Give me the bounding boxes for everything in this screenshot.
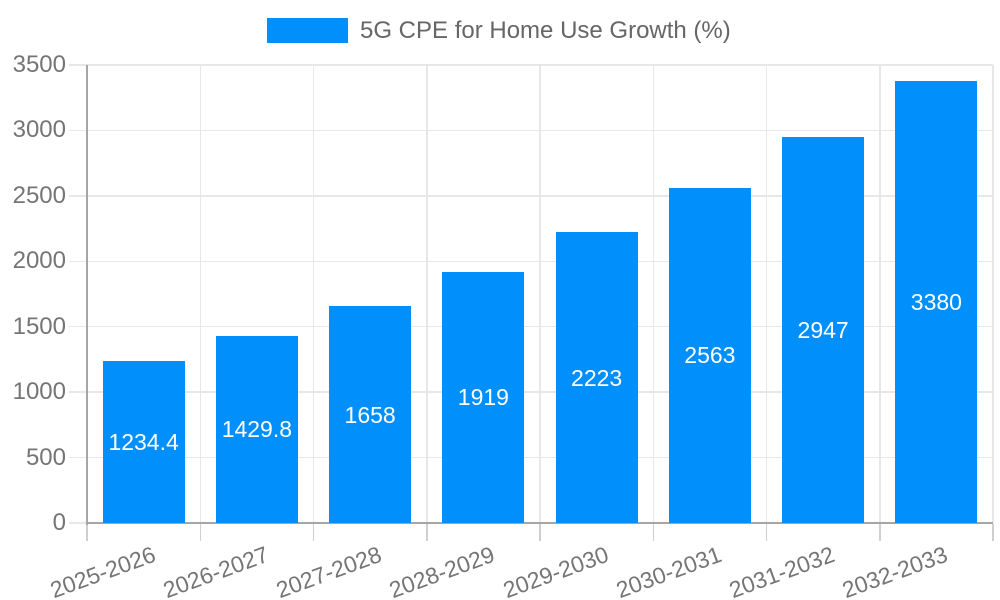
y-axis-tick xyxy=(69,129,87,132)
y-axis-tick xyxy=(69,195,87,197)
x-axis-tick xyxy=(539,524,541,541)
x-axis-label: 2026-2027 xyxy=(159,541,272,600)
x-gridline xyxy=(879,65,881,523)
x-gridline xyxy=(312,65,315,523)
x-gridline xyxy=(539,65,541,523)
bar-value-label: 1429.8 xyxy=(221,416,293,443)
x-axis-label: 2028-2029 xyxy=(386,541,499,600)
bar[interactable]: 1658 xyxy=(329,306,412,523)
y-axis-tick xyxy=(69,64,87,66)
y-axis-label: 1500 xyxy=(12,312,66,340)
bar[interactable]: 1429.8 xyxy=(215,335,298,523)
bar[interactable]: 2563 xyxy=(668,187,751,523)
x-axis-tick xyxy=(992,524,994,541)
y-axis-tick xyxy=(69,260,87,263)
y-axis-label: 0 xyxy=(52,509,66,536)
bar-value-label: 1658 xyxy=(344,401,396,428)
x-axis-line xyxy=(87,522,993,524)
x-axis-label: 2027-2028 xyxy=(272,541,386,600)
y-axis-tick xyxy=(69,325,87,328)
x-axis-tick xyxy=(879,524,881,541)
bar[interactable]: 2947 xyxy=(782,137,865,523)
bar-value-label: 2223 xyxy=(571,364,623,391)
x-axis-tick xyxy=(426,524,428,541)
bar-value-label: 3380 xyxy=(910,288,962,315)
y-axis-label: 3000 xyxy=(12,116,66,144)
y-axis-line xyxy=(86,65,88,525)
y-axis-label: 3500 xyxy=(12,51,66,78)
y-axis-label: 500 xyxy=(25,443,66,471)
x-axis-label: 2029-2030 xyxy=(499,541,612,600)
x-axis-tick xyxy=(765,524,768,541)
x-axis-label: 2030-2031 xyxy=(612,541,725,600)
x-gridline xyxy=(652,65,654,523)
y-axis-label: 2000 xyxy=(12,247,66,275)
x-axis-tick xyxy=(312,524,315,541)
y-axis-label: 2500 xyxy=(12,181,66,209)
bar[interactable]: 1919 xyxy=(442,271,525,523)
y-axis-tick xyxy=(69,522,87,524)
x-axis-tick xyxy=(86,524,88,541)
x-gridline xyxy=(765,65,768,523)
x-gridline xyxy=(199,65,201,523)
x-gridline xyxy=(992,65,994,523)
x-axis-label: 2032-2033 xyxy=(839,541,952,600)
x-axis-tick xyxy=(652,524,654,541)
bar[interactable]: 3380 xyxy=(895,80,978,523)
bar-value-label: 1919 xyxy=(457,384,509,411)
bar[interactable]: 2223 xyxy=(555,232,638,523)
legend-swatch xyxy=(267,18,348,43)
legend-label: 5G CPE for Home Use Growth (%) xyxy=(360,17,731,44)
x-axis-label: 2031-2032 xyxy=(725,541,839,600)
bar[interactable]: 1234.4 xyxy=(102,361,185,523)
bar-value-label: 2947 xyxy=(797,317,849,344)
y-axis-tick xyxy=(69,456,87,459)
x-axis-tick xyxy=(199,524,201,541)
x-gridline xyxy=(426,65,428,523)
x-axis-label: 2025-2026 xyxy=(46,541,159,600)
y-axis-tick xyxy=(69,391,87,393)
y-axis-label: 1000 xyxy=(12,378,66,406)
bar-value-label: 1234.4 xyxy=(108,429,179,456)
legend-item[interactable]: 5G CPE for Home Use Growth (%) xyxy=(267,16,731,45)
bar-value-label: 2563 xyxy=(684,342,736,369)
